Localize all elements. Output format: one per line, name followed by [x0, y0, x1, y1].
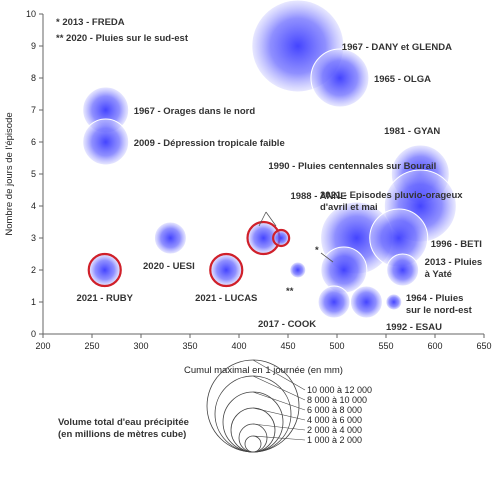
bubble-point: [289, 261, 307, 279]
label-2021-episodes-1: d'avril et mai: [320, 202, 378, 213]
leader-line-episodes: [258, 211, 267, 227]
label-2020-uesi-0: 2020 - UESI: [143, 261, 195, 272]
size-legend-class: 4 000 à 6 000: [307, 415, 362, 425]
bubble-label-0: 1967 - DANY et GLENDA: [342, 42, 452, 53]
bubble-label-0: 1988 - ANNE: [290, 191, 346, 202]
bubble-label-0: 1990 - Pluies centennales sur Bourail: [268, 161, 436, 172]
y-tick-label: 5: [31, 169, 36, 179]
size-legend-circle: [244, 435, 262, 453]
bubble-label-1: à Yaté: [425, 269, 452, 280]
x-tick-label: 500: [329, 341, 344, 351]
note-freda: * 2013 - FREDA: [56, 17, 125, 28]
bubble-label-0: 1965 - OLGA: [374, 74, 431, 85]
bubble-label-0: 1967 - Orages dans le nord: [134, 106, 256, 117]
x-axis-title: Cumul maximal en 1 journée (en mm): [184, 365, 343, 376]
x-tick-label: 450: [280, 341, 295, 351]
bubble-point: [209, 252, 244, 288]
bubble-label-0: 2013 - Pluies: [425, 257, 483, 268]
y-tick-label: 2: [31, 265, 36, 275]
label-sud-est-stars-0: **: [286, 286, 294, 297]
label-2017-cook-0: 2017 - COOK: [258, 319, 316, 330]
bubble-label-1: sur le nord-est: [406, 305, 473, 316]
x-tick-label: 350: [182, 341, 197, 351]
y-tick-label: 0: [31, 329, 36, 339]
leader-line-freda: [320, 252, 334, 263]
x-tick-label: 200: [35, 341, 50, 351]
bubble-label-0: 1981 - GYAN: [384, 126, 440, 137]
x-tick-label: 650: [476, 341, 491, 351]
size-legend-class: 6 000 à 8 000: [307, 405, 362, 415]
y-tick-label: 10: [26, 9, 36, 19]
y-tick-label: 6: [31, 137, 36, 147]
x-tick-label: 400: [231, 341, 246, 351]
x-tick-label: 250: [84, 341, 99, 351]
size-legend-leader: [252, 359, 306, 391]
leader-line-episodes: [265, 211, 277, 227]
bubble-label-0: 1996 - BETI: [431, 239, 482, 250]
bubble-point: [82, 118, 130, 166]
bubble-point: [310, 48, 370, 108]
label-freda-star-0: *: [315, 245, 319, 256]
size-legend-class: 8 000 à 10 000: [307, 395, 367, 405]
bubble-point: [317, 285, 351, 319]
bubble-point: [385, 293, 403, 311]
size-legend-class: 2 000 à 4 000: [307, 425, 362, 435]
y-tick-label: 9: [31, 41, 36, 51]
size-legend-title-1: (en millions de mètres cube): [58, 429, 186, 440]
y-tick-label: 3: [31, 233, 36, 243]
bubble-point: [272, 228, 291, 248]
bubble-label-0: 1964 - Pluies: [406, 293, 464, 304]
bubble-point: [153, 221, 187, 255]
size-legend-circle: [238, 423, 268, 453]
bubble-label-0: 2021 - LUCAS: [195, 293, 257, 304]
size-legend-class: 1 000 à 2 000: [307, 435, 362, 445]
x-tick-label: 600: [427, 341, 442, 351]
size-legend-title-0: Volume total d'eau précipitée: [58, 417, 189, 428]
size-legend-leader: [252, 407, 306, 421]
size-legend-leader: [252, 435, 306, 441]
bubble-point: [87, 252, 122, 288]
bubble-point: [386, 253, 420, 287]
bubble-point: [349, 285, 383, 319]
bubble-point: [320, 246, 368, 294]
x-tick-label: 300: [133, 341, 148, 351]
x-tick-label: 550: [378, 341, 393, 351]
y-tick-label: 8: [31, 73, 36, 83]
label-1992-esau-0: 1992 - ESAU: [386, 322, 442, 333]
bubble-label-0: 2021 - RUBY: [76, 293, 133, 304]
y-axis-title: Nombre de jours de l'épisode: [4, 112, 15, 235]
size-legend-leader: [252, 375, 306, 401]
size-legend-leader: [252, 423, 306, 431]
note-sud-est: ** 2020 - Pluies sur le sud-est: [56, 33, 189, 44]
y-tick-label: 1: [31, 297, 36, 307]
y-tick-label: 4: [31, 201, 36, 211]
size-legend-circle: [222, 391, 284, 453]
size-legend-class: 10 000 à 12 000: [307, 385, 372, 395]
y-tick-label: 7: [31, 105, 36, 115]
bubble-label-0: 2009 - Dépression tropicale faible: [134, 138, 285, 149]
label-2021-episodes-0: 2021 - Episodes pluvio-orageux: [320, 190, 463, 201]
size-legend-leader: [252, 391, 306, 411]
size-legend-circle: [230, 407, 276, 453]
